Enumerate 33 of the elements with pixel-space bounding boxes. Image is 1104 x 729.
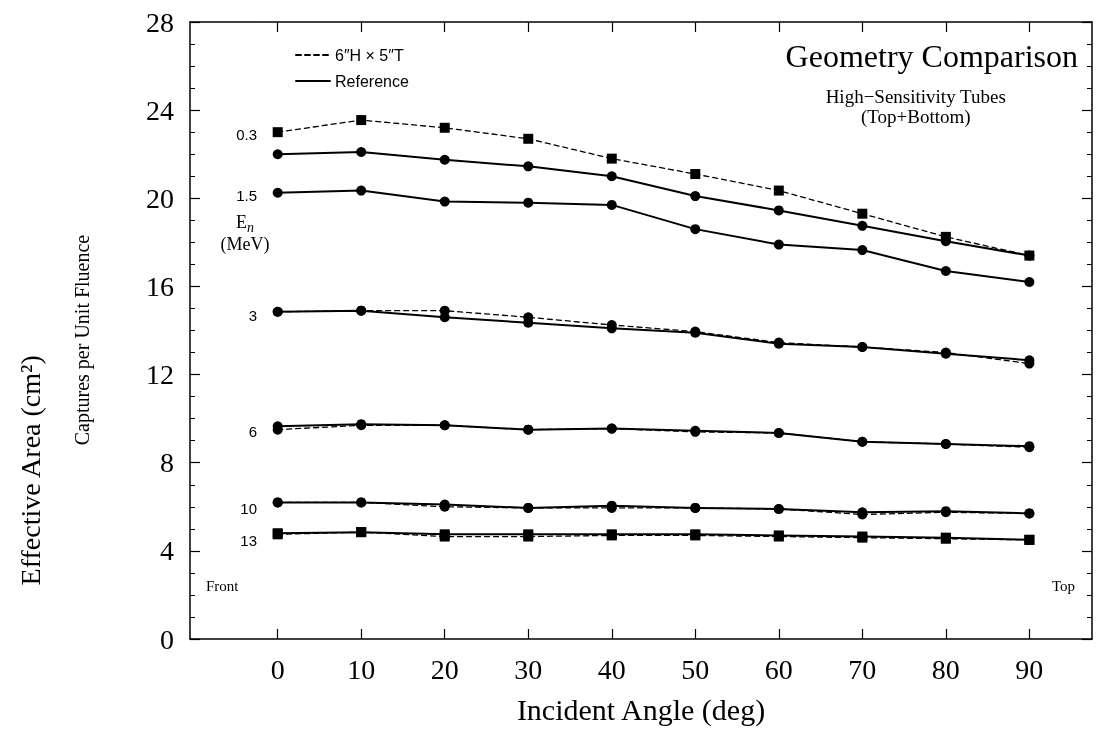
legend-label: Reference [335, 72, 409, 90]
x-tick-label: 20 [430, 653, 459, 685]
text: Geometry Comparison [785, 38, 1078, 74]
y-tick-label: 8 [160, 447, 174, 479]
y-axis-title: Effective Area (cm²) [14, 355, 46, 586]
y-tick-label: 16 [146, 270, 174, 302]
x-tick-label: 60 [764, 653, 793, 685]
x-tick-label: 10 [347, 653, 376, 685]
annotation: 13 [240, 531, 257, 549]
x-tick-label: 80 [931, 653, 960, 685]
annotation: 1.5 [236, 186, 257, 204]
annotation: 0.3 [236, 125, 257, 143]
y-tick-label: 28 [146, 6, 174, 38]
annotation: Top [1051, 578, 1075, 594]
x-tick-label: 70 [848, 653, 877, 685]
x-tick-label: 40 [597, 653, 626, 685]
y-tick-label: 24 [146, 94, 174, 126]
x-tick-label: 90 [1015, 653, 1044, 685]
annotation: 6 [248, 422, 257, 440]
y-tick-label: 4 [160, 535, 174, 567]
y-tick-label: 0 [160, 623, 174, 655]
x-tick-label: 30 [514, 653, 543, 685]
text: Captures per Unit Fluence [71, 234, 94, 446]
x-tick-label: 0 [270, 653, 285, 685]
legend-label: 6″H × 5″T [335, 46, 404, 64]
x-tick-label: 50 [681, 653, 710, 685]
annotation: 3 [248, 306, 257, 324]
y-tick-label: 12 [146, 359, 174, 391]
annotation: Front [206, 578, 240, 594]
y-tick-label: 20 [146, 182, 174, 214]
annotation: 10 [240, 499, 257, 517]
x-axis-title: Incident Angle (deg) [516, 692, 766, 727]
text: High−Sensitivity Tubes (Top+Bottom) [825, 85, 1006, 128]
